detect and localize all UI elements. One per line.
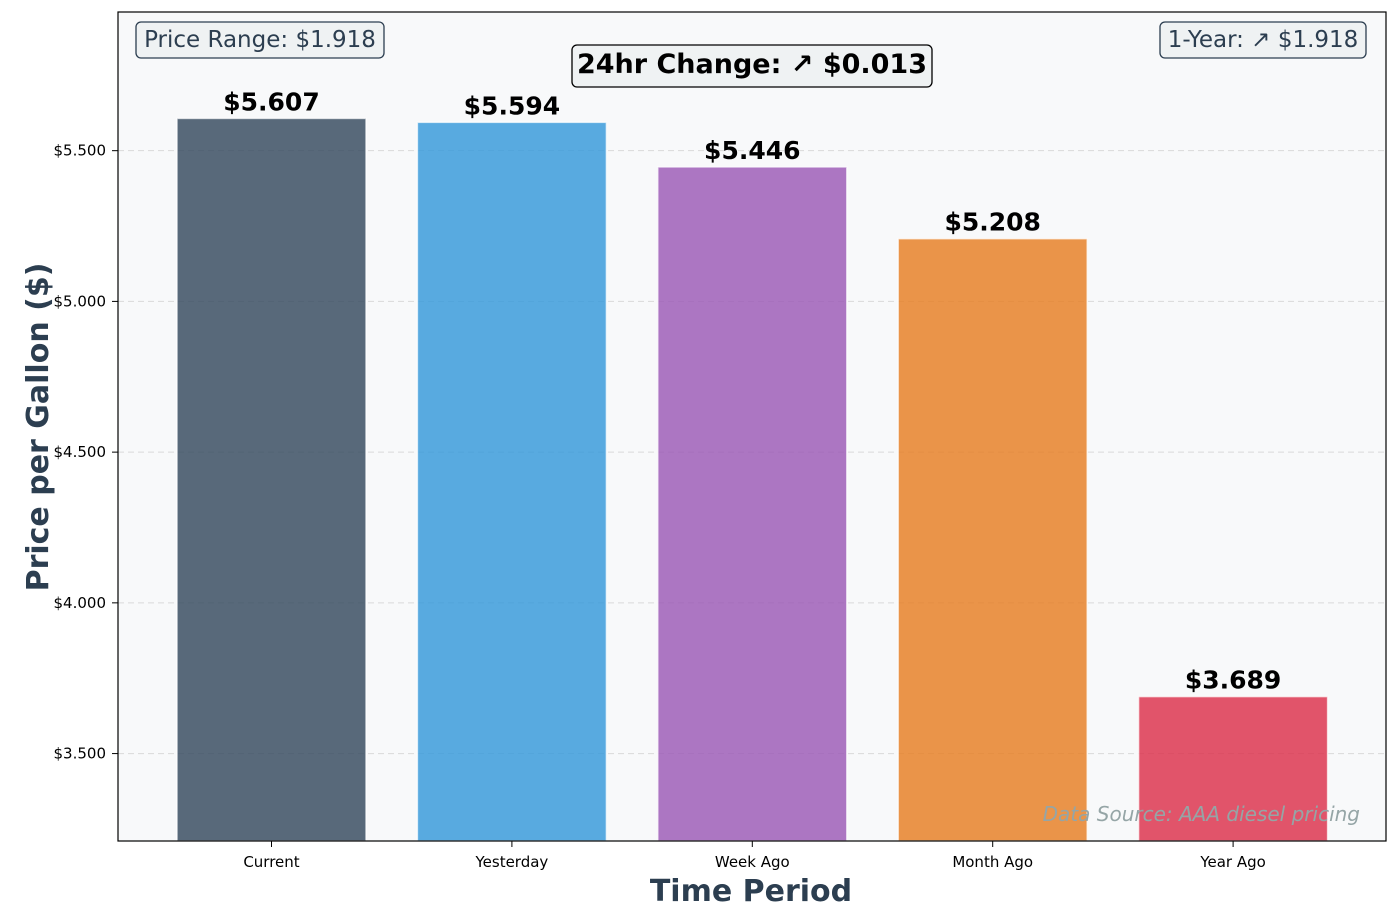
y-tick-label: $3.500 bbox=[54, 745, 107, 763]
one-year-text: 1-Year: ↗ $1.918 bbox=[1168, 27, 1359, 53]
bar-month-ago bbox=[897, 237, 1088, 842]
bar-value-label: $3.689 bbox=[1185, 666, 1281, 695]
y-axis-title: Price per Gallon ($) bbox=[21, 263, 56, 592]
bar-value-label: $5.607 bbox=[223, 87, 319, 116]
x-tick-label: Year Ago bbox=[1199, 853, 1266, 871]
bar-current bbox=[176, 117, 367, 842]
bar-value-label: $5.446 bbox=[704, 136, 800, 165]
one-year-box: 1-Year: ↗ $1.918 bbox=[1159, 21, 1367, 59]
x-tick-label: Week Ago bbox=[715, 853, 790, 871]
x-tick-label: Current bbox=[243, 853, 299, 871]
data-source-text: Data Source: AAA diesel pricing bbox=[1043, 802, 1360, 826]
y-tick-label: $4.000 bbox=[54, 594, 107, 612]
value-labels: $5.607 $5.594 $5.446 $5.208 $3.689 bbox=[223, 87, 1281, 694]
price-range-text: Price Range: $1.918 bbox=[144, 27, 376, 53]
bars bbox=[176, 117, 1329, 842]
bar-value-label: $5.594 bbox=[464, 91, 560, 120]
y-tick-label: $5.000 bbox=[54, 292, 107, 310]
x-tick-label: Yesterday bbox=[474, 853, 548, 871]
x-axis-title: Time Period bbox=[650, 874, 852, 909]
y-axis-ticks: $3.500 $4.000 $4.500 $5.000 $5.500 bbox=[54, 142, 118, 763]
bar-yesterday bbox=[416, 121, 608, 842]
bar-year-ago bbox=[1137, 695, 1329, 842]
x-tick-label: Month Ago bbox=[952, 853, 1033, 871]
bar-week-ago bbox=[657, 166, 848, 842]
change-24hr-text: 24hr Change: ↗ $0.013 bbox=[577, 49, 927, 80]
x-axis-ticks: Current Yesterday Week Ago Month Ago Year Ag… bbox=[243, 841, 1266, 871]
y-tick-label: $5.500 bbox=[54, 142, 107, 160]
change-24hr-box: 24hr Change: ↗ $0.013 bbox=[571, 44, 933, 88]
y-tick-label: $4.500 bbox=[54, 443, 107, 461]
bar-value-label: $5.208 bbox=[944, 208, 1040, 237]
price-range-box: Price Range: $1.918 bbox=[135, 21, 385, 59]
